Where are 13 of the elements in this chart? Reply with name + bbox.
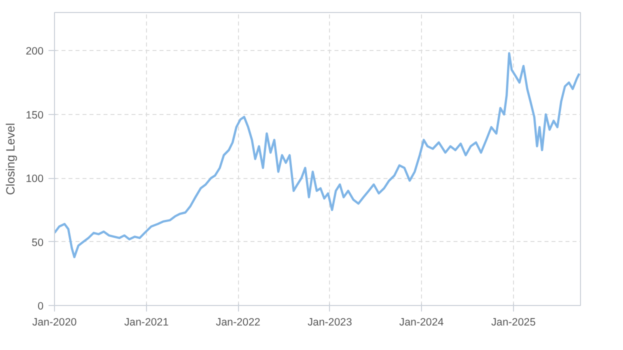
y-tick-label: 0	[38, 300, 44, 312]
y-tick-label: 50	[32, 236, 44, 249]
line-series	[54, 52, 580, 258]
y-tick-label: 100	[26, 173, 44, 186]
x-tick-label: Jan-2020	[32, 316, 77, 328]
y-axis-title: Closing Level	[4, 122, 18, 196]
y-tick-label: 200	[26, 46, 44, 58]
x-tick-label: Jan-2022	[216, 316, 260, 328]
x-tick-label: Jan-2025	[491, 316, 536, 328]
x-tick-label: Jan-2023	[308, 316, 352, 328]
x-tick-label: Jan-2021	[124, 316, 169, 328]
x-tick-label: Jan-2024	[399, 316, 444, 328]
y-tick-label: 150	[26, 109, 44, 122]
